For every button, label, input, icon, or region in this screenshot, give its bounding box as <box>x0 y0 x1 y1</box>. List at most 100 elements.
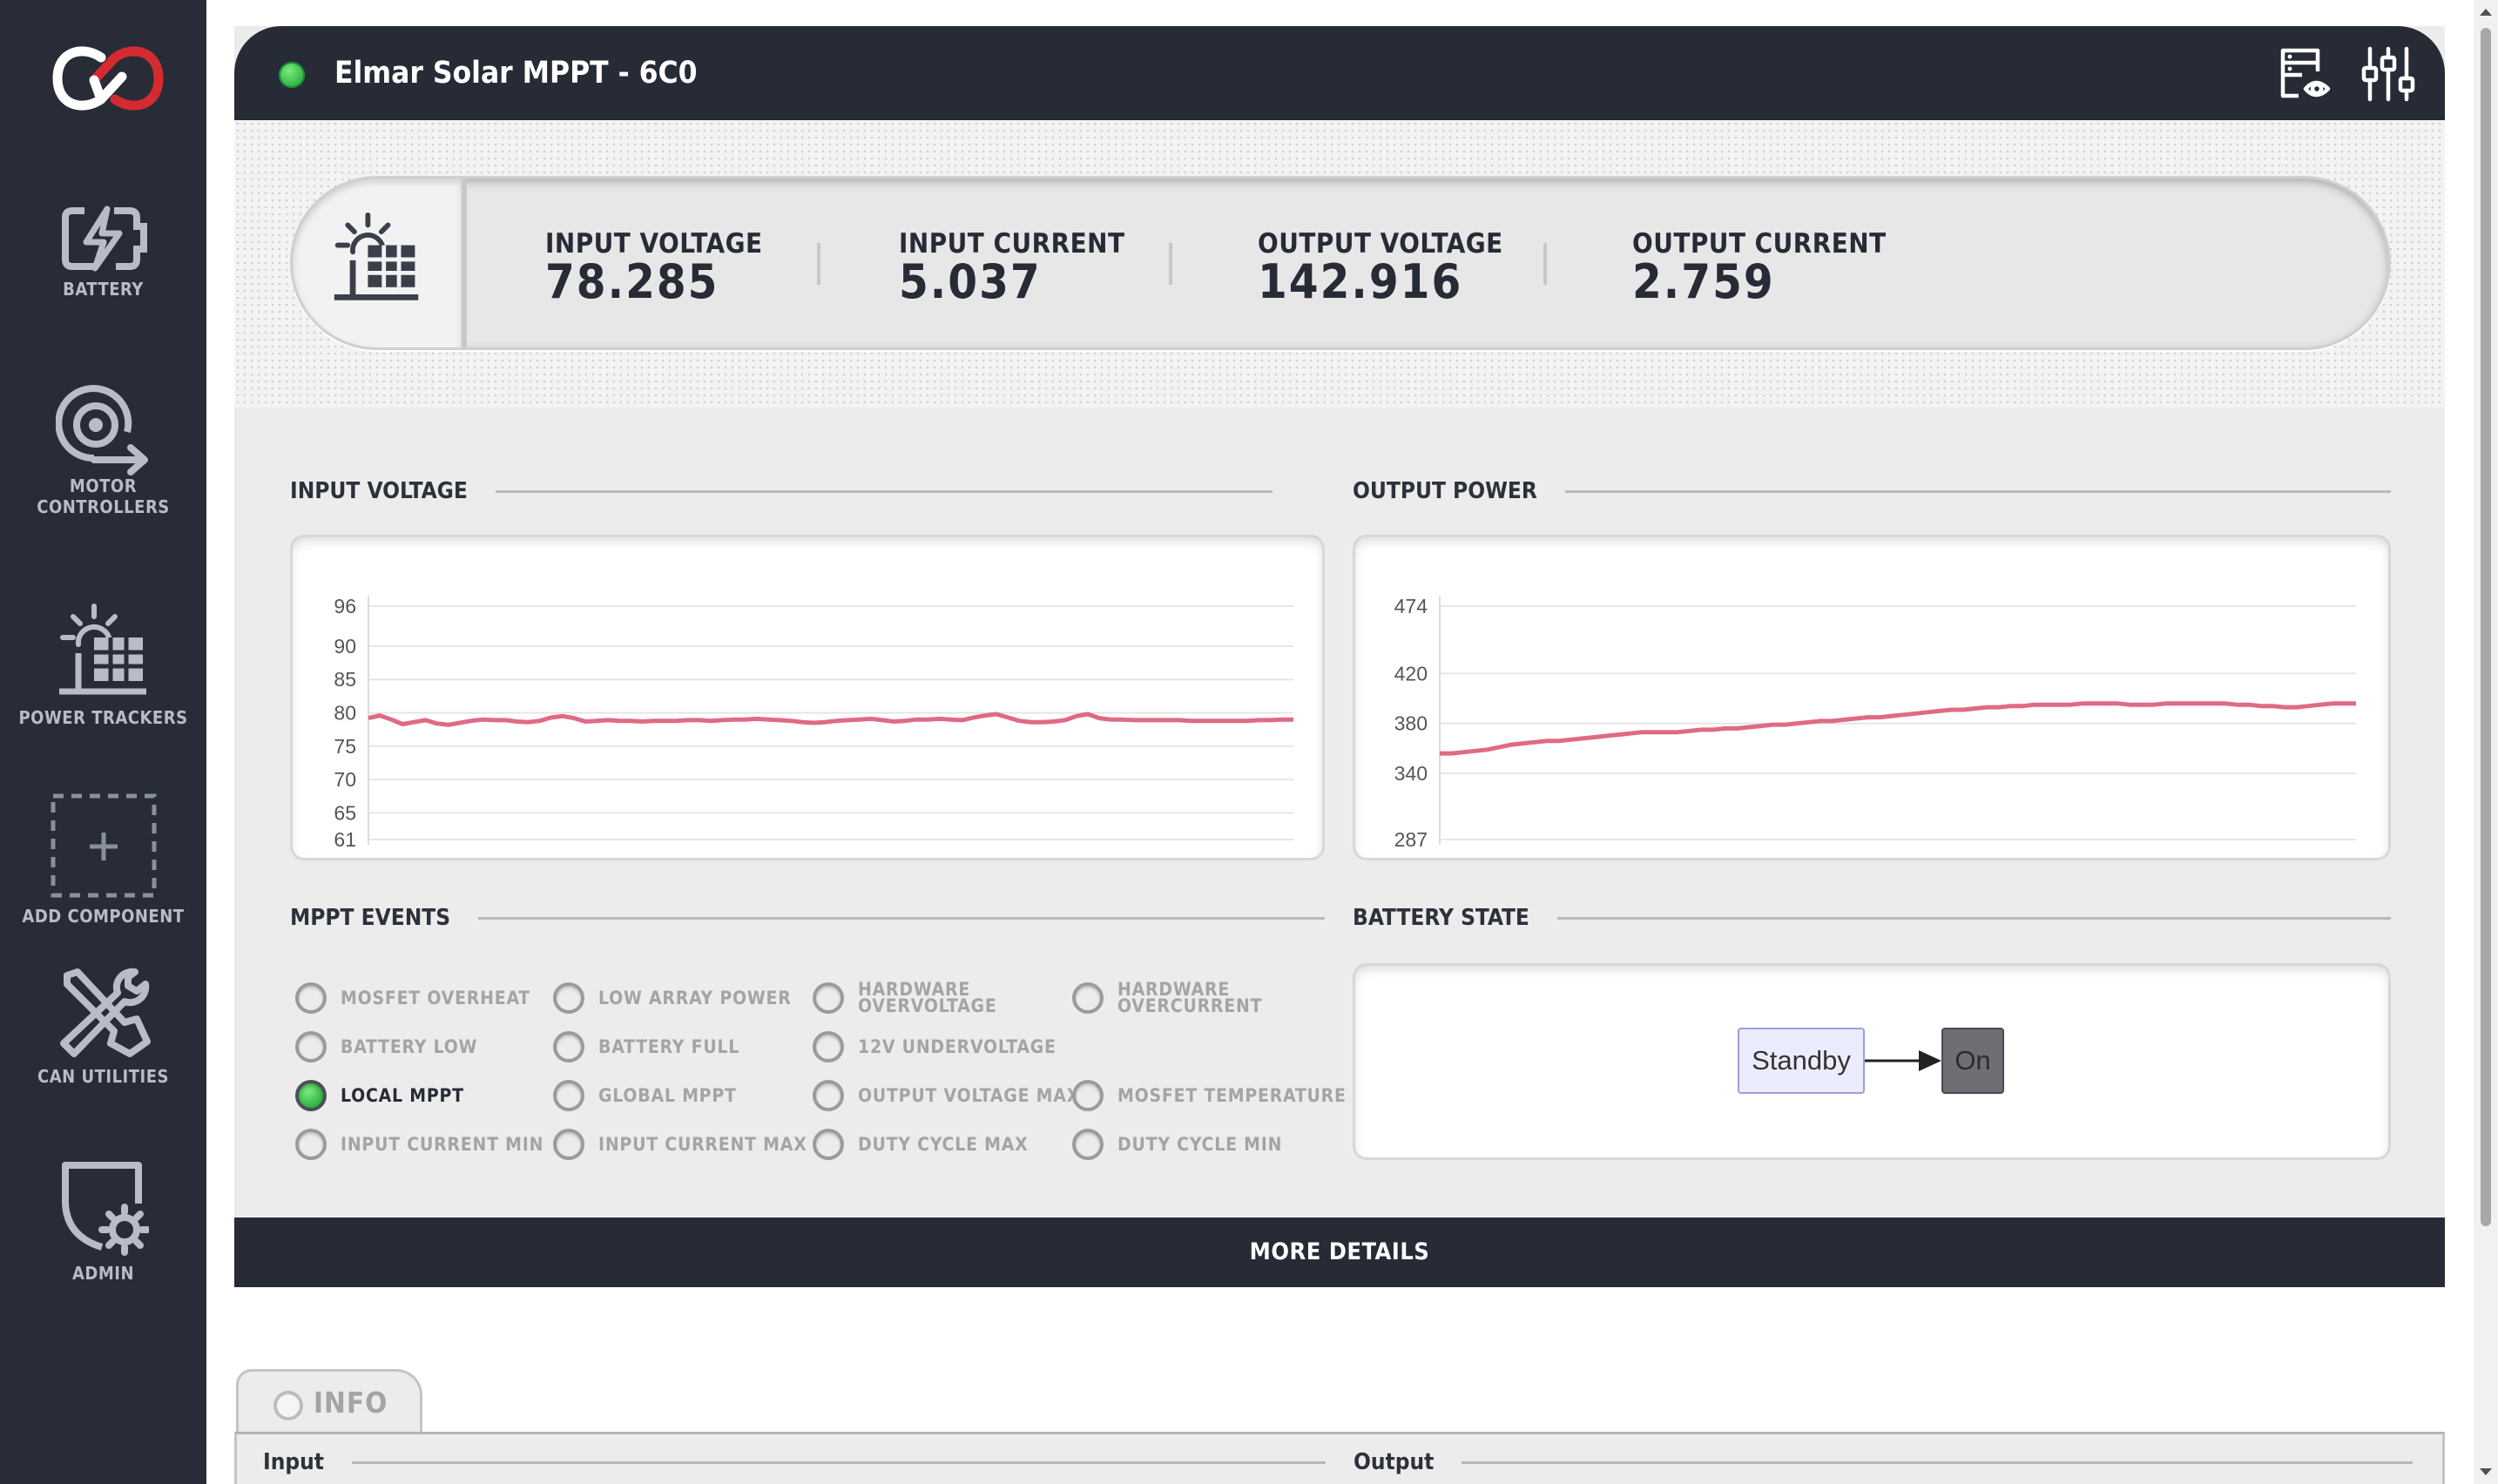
scroll-down-arrow[interactable] <box>2480 1468 2492 1475</box>
reading-value: 78.285 <box>545 254 719 309</box>
y-tick-label: 287 <box>1394 828 1428 851</box>
y-tick-label: 420 <box>1394 662 1428 685</box>
event-label: BATTERY LOW <box>341 1035 478 1057</box>
more-details-toggle[interactable]: MORE DETAILS <box>234 1218 2445 1287</box>
sidebar-item-admin[interactable]: ADMIN <box>0 1158 206 1284</box>
sidebar-item-label: ADMIN <box>71 1263 135 1284</box>
scroll-up-arrow[interactable] <box>2480 9 2492 16</box>
output-power-heading: OUTPUT POWER <box>1353 474 2391 509</box>
sidebar-item-power-trackers[interactable]: POWER TRACKERS <box>0 603 206 728</box>
event-duty-cycle-max[interactable]: DUTY CYCLE MAX <box>813 1127 1029 1162</box>
sidebar-item-label: BATTERY <box>63 279 144 300</box>
event-label: 12V UNDERVOLTAGE <box>858 1035 1057 1057</box>
event-hardware-overcurrent[interactable]: HARDWARE OVERCURRENT <box>1072 981 1262 1015</box>
y-tick-label: 70 <box>334 768 356 791</box>
event-indicator <box>813 982 844 1014</box>
y-tick-label: 65 <box>334 801 356 824</box>
event-label: HARDWARE OVERCURRENT <box>1117 979 1263 1016</box>
event-label: OUTPUT VOLTAGE MAX <box>858 1084 1081 1106</box>
reading-output-current: OUTPUT CURRENT 2.759 <box>1632 229 1887 306</box>
tab-info[interactable]: INFO <box>236 1369 422 1433</box>
view-log-icon[interactable] <box>2276 45 2333 103</box>
state-transition-arrow <box>1865 1050 1941 1071</box>
sidebar-item-motor-controllers[interactable]: MOTOR CONTROLLERS <box>0 385 206 517</box>
sidebar-item-label: CAN UTILITIES <box>37 1066 169 1087</box>
event-label: LOCAL MPPT <box>341 1084 464 1106</box>
mppt-events-heading: MPPT EVENTS <box>290 901 1325 935</box>
event-label: INPUT CURRENT MIN <box>341 1133 544 1155</box>
event-battery-full[interactable]: BATTERY FULL <box>553 1029 739 1064</box>
y-tick-label: 474 <box>1394 595 1428 617</box>
tab-info-label: INFO <box>314 1386 388 1420</box>
battery-state-heading: BATTERY STATE <box>1353 901 2391 935</box>
reading-value: 142.916 <box>1258 254 1463 309</box>
event-label: HARDWARE OVERVOLTAGE <box>858 979 997 1016</box>
event-mosfet-temperature[interactable]: MOSFET TEMPERATURE <box>1072 1078 1347 1113</box>
device-titlebar: Elmar Solar MPPT - 6C0 <box>234 26 2445 120</box>
event-label: DUTY CYCLE MIN <box>1117 1133 1283 1155</box>
event-label: GLOBAL MPPT <box>598 1084 737 1106</box>
event-label: DUTY CYCLE MAX <box>858 1133 1029 1155</box>
y-tick-label: 61 <box>334 828 356 851</box>
event-input-current-min[interactable]: INPUT CURRENT MIN <box>295 1127 543 1162</box>
scroll-thumb[interactable] <box>2481 28 2491 1226</box>
solar-panel-icon <box>334 212 419 300</box>
event-indicator <box>553 1031 584 1062</box>
info-radio <box>273 1391 303 1420</box>
event-indicator <box>295 1080 327 1111</box>
reading-output-voltage: OUTPUT VOLTAGE 142.916 <box>1258 229 1503 306</box>
page-title: Elmar Solar MPPT - 6C0 <box>334 56 698 91</box>
event-indicator <box>813 1031 844 1062</box>
event-indicator <box>813 1080 844 1111</box>
event-label: MOSFET OVERHEAT <box>341 987 530 1008</box>
adjust-sliders-icon[interactable] <box>2360 45 2417 103</box>
event-indicator <box>295 1129 327 1160</box>
more-details-label: MORE DETAILS <box>1249 1238 1430 1265</box>
sidebar-item-can-utilities[interactable]: CAN UTILITIES <box>0 967 206 1087</box>
section-title: OUTPUT POWER <box>1353 478 1537 504</box>
event-indicator <box>1072 982 1104 1014</box>
info-panel: Input Output <box>234 1432 2445 1484</box>
output-power-plot: 474 420 380 340 287 <box>1394 595 2356 851</box>
reading-input-current: INPUT CURRENT 5.037 <box>899 229 1125 306</box>
reading-value: 5.037 <box>899 254 1042 309</box>
sidebar-item-battery[interactable]: BATTERY <box>0 206 206 300</box>
event-label: MOSFET TEMPERATURE <box>1117 1084 1347 1106</box>
status-indicator <box>279 62 305 88</box>
event-mosfet-overheat[interactable]: MOSFET OVERHEAT <box>295 981 530 1015</box>
event-local-mppt[interactable]: LOCAL MPPT <box>295 1078 464 1113</box>
reading-value: 2.759 <box>1632 254 1775 309</box>
section-title: Output <box>1354 1449 1435 1475</box>
event-low-array-power[interactable]: LOW ARRAY POWER <box>553 981 792 1015</box>
series-line <box>368 712 1293 727</box>
event-indicator <box>553 1129 584 1160</box>
page-scrollbar[interactable] <box>2474 0 2498 1484</box>
add-component-icon <box>51 793 156 898</box>
reading-label: OUTPUT VOLTAGE <box>1258 228 1503 260</box>
reading-label: INPUT CURRENT <box>899 228 1125 260</box>
sidebar-item-add-component[interactable]: ADD COMPONENT <box>0 793 206 927</box>
event-label: LOW ARRAY POWER <box>598 987 792 1008</box>
event-indicator <box>295 1031 327 1062</box>
event-duty-cycle-min[interactable]: DUTY CYCLE MIN <box>1072 1127 1282 1162</box>
tracker-icon-box <box>293 179 467 347</box>
tools-icon <box>59 968 151 1057</box>
sidebar-item-label: POWER TRACKERS <box>18 707 188 728</box>
event-battery-low[interactable]: BATTERY LOW <box>295 1029 477 1064</box>
event-hardware-overvoltage[interactable]: HARDWARE OVERVOLTAGE <box>813 981 997 1015</box>
sidebar-item-label: MOTOR CONTROLLERS <box>37 476 170 517</box>
info-input-heading: Input <box>263 1445 1326 1480</box>
y-tick-label: 80 <box>334 702 356 725</box>
event-12v-undervoltage[interactable]: 12V UNDERVOLTAGE <box>813 1029 1057 1064</box>
event-indicator <box>1072 1129 1104 1160</box>
event-indicator <box>553 982 584 1014</box>
event-global-mppt[interactable]: GLOBAL MPPT <box>553 1078 737 1113</box>
elmar-logo-icon[interactable] <box>49 42 167 115</box>
event-input-current-max[interactable]: INPUT CURRENT MAX <box>553 1127 807 1162</box>
y-tick-label: 75 <box>334 735 356 758</box>
event-indicator <box>1072 1080 1104 1111</box>
battery-charge-icon <box>61 206 147 272</box>
event-output-voltage-max[interactable]: OUTPUT VOLTAGE MAX <box>813 1078 1080 1113</box>
battery-state-diagram: Standby On <box>1353 963 2391 1160</box>
solar-panel-icon <box>58 604 146 695</box>
